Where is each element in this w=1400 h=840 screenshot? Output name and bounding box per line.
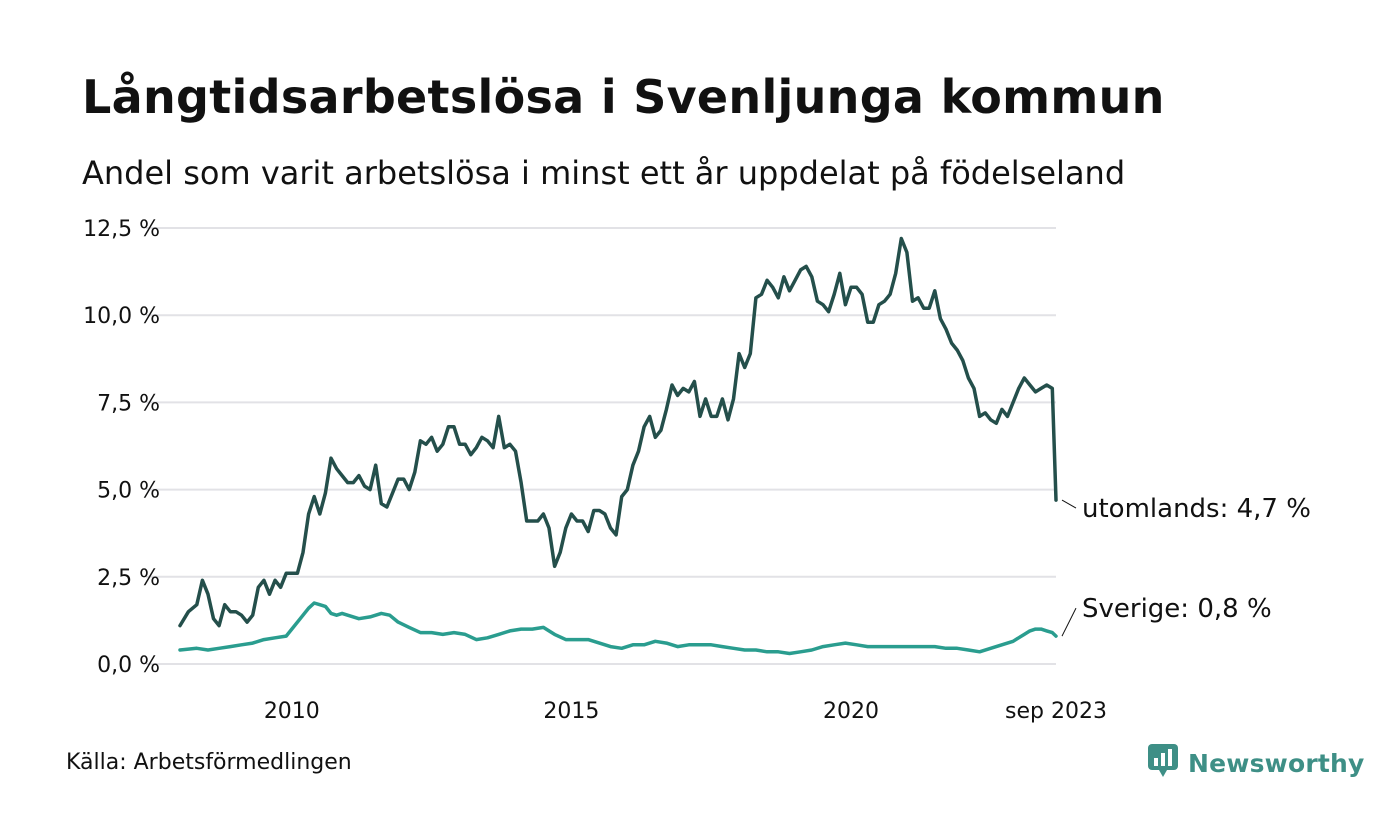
y-tick-label: 12,5 % bbox=[83, 217, 160, 242]
chart-title: Långtidsarbetslösa i Svenljunga kommun bbox=[82, 70, 1165, 124]
y-axis: 0,0 % 2,5 % 5,0 % 7,5 % 10,0 % 12,5 % bbox=[83, 217, 160, 678]
end-label-leader bbox=[1061, 607, 1077, 637]
brand-name: Newsworthy bbox=[1188, 748, 1365, 778]
series-line-sverige bbox=[178, 601, 1058, 656]
brand-chart-icon bbox=[1148, 744, 1178, 782]
end-label-sverige: Sverige: 0,8 % bbox=[1082, 594, 1272, 624]
grid-lines bbox=[146, 227, 1056, 665]
x-tick-label: 2010 bbox=[264, 699, 320, 724]
y-tick-label: 2,5 % bbox=[97, 566, 160, 591]
x-axis: 2010 2015 2020 sep 2023 bbox=[264, 699, 1107, 724]
series-end-labels: utomlands: 4,7 % Sverige: 0,8 % bbox=[1061, 494, 1311, 637]
x-tick-label: sep 2023 bbox=[1005, 699, 1107, 724]
y-tick-label: 7,5 % bbox=[97, 391, 160, 416]
x-tick-label: 2020 bbox=[823, 699, 879, 724]
y-tick-label: 5,0 % bbox=[97, 479, 160, 504]
y-tick-label: 10,0 % bbox=[83, 304, 160, 329]
series-line-utomlands bbox=[178, 236, 1058, 628]
chart-subtitle: Andel som varit arbetslösa i minst ett å… bbox=[82, 154, 1126, 192]
y-tick-label: 0,0 % bbox=[97, 653, 160, 678]
newsworthy-logo[interactable]: Newsworthy bbox=[1148, 744, 1365, 782]
end-label-utomlands: utomlands: 4,7 % bbox=[1082, 494, 1311, 524]
end-label-leader bbox=[1061, 499, 1077, 509]
source-note: Källa: Arbetsförmedlingen bbox=[66, 750, 352, 775]
series-lines bbox=[178, 236, 1058, 656]
x-tick-label: 2015 bbox=[543, 699, 599, 724]
